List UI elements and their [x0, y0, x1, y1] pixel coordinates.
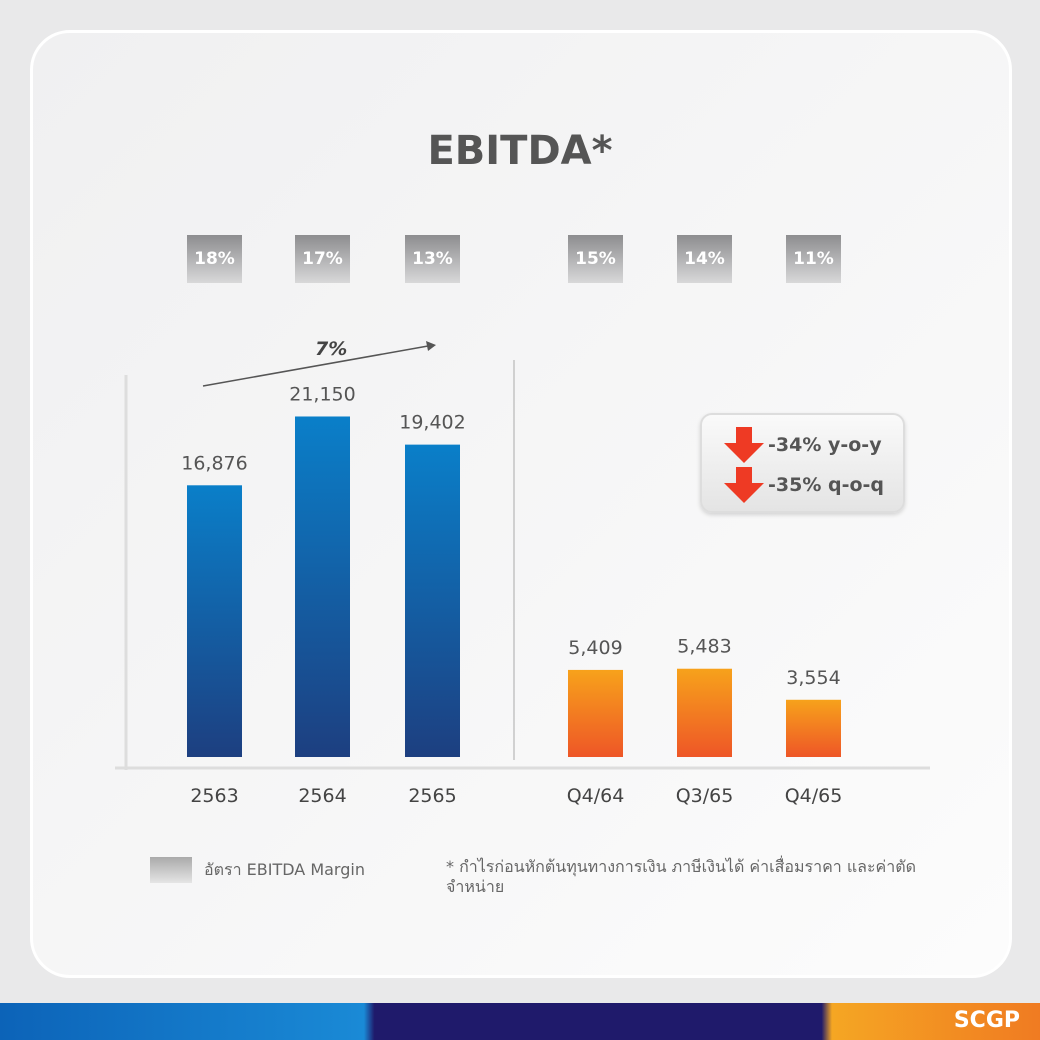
- category-label: Q3/65: [676, 785, 734, 807]
- margin-box: 14%: [677, 235, 732, 283]
- chart-title: EBITDA*: [427, 128, 613, 174]
- margin-box: 11%: [786, 235, 841, 283]
- value-label: 5,483: [677, 636, 731, 658]
- legend-swatch: [150, 857, 192, 883]
- margin-box: 18%: [187, 235, 242, 283]
- growth-label: 7%: [315, 338, 347, 360]
- arrow-down-icon: [724, 427, 764, 463]
- category-label: 2564: [298, 785, 346, 807]
- growth-arrowhead-icon: [426, 341, 436, 351]
- bar-Q4/65: [786, 699, 841, 757]
- footnote: * กำไรก่อนหักต้นทุนทางการเงิน ภาษีเงินได…: [446, 857, 917, 896]
- qoq-change: -35% q-o-q: [768, 474, 885, 496]
- bar-Q3/65: [677, 668, 732, 757]
- brand-logo: SCGP: [953, 1008, 1020, 1033]
- growth-arrow: [202, 345, 429, 387]
- arrow-down-icon: [724, 467, 764, 503]
- footer-band: [0, 1003, 1040, 1040]
- yoy-change: -34% y-o-y: [768, 434, 882, 456]
- bar-2564: [295, 416, 350, 757]
- value-label: 5,409: [568, 637, 622, 659]
- value-label: 3,554: [786, 667, 840, 689]
- change-callout: -34% y-o-y -35% q-o-q: [700, 413, 905, 513]
- value-label: 21,150: [289, 383, 355, 405]
- value-label: 19,402: [399, 412, 465, 434]
- legend: อัตรา EBITDA Margin: [150, 857, 365, 883]
- bar-2563: [187, 485, 242, 757]
- category-label: Q4/64: [567, 785, 625, 807]
- value-label: 16,876: [181, 452, 247, 474]
- legend-label: อัตรา EBITDA Margin: [204, 859, 365, 879]
- bar-2565: [405, 444, 460, 757]
- margin-box: 17%: [295, 235, 350, 283]
- category-label: 2563: [190, 785, 238, 807]
- category-label: Q4/65: [785, 785, 843, 807]
- margin-box: 15%: [568, 235, 623, 283]
- category-label: 2565: [408, 785, 456, 807]
- bar-Q4/64: [568, 669, 623, 757]
- margin-box: 13%: [405, 235, 460, 283]
